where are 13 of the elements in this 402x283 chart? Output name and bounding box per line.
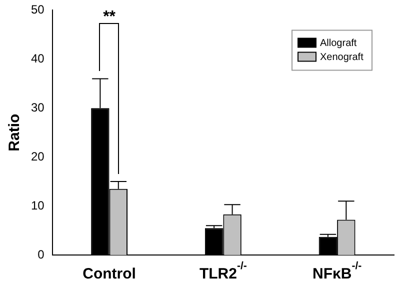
y-tick-label: 10 [30, 198, 45, 212]
y-tick-label: 0 [38, 247, 45, 262]
y-tick-label: 50 [30, 2, 45, 17]
x-tick-label: NFκB-/- [312, 260, 362, 283]
legend-label: Xenograft [320, 52, 364, 63]
y-tick-label: 30 [30, 100, 45, 114]
x-tick-label: Control [82, 266, 136, 283]
y-tick-label: 20 [30, 149, 45, 164]
y-tick-label: 40 [30, 51, 45, 66]
y-axis-title: Ratio [6, 114, 24, 152]
annotation: ** [103, 8, 116, 26]
legend-label: Allograft [320, 38, 357, 49]
x-tick-label: TLR2-/- [199, 260, 248, 283]
